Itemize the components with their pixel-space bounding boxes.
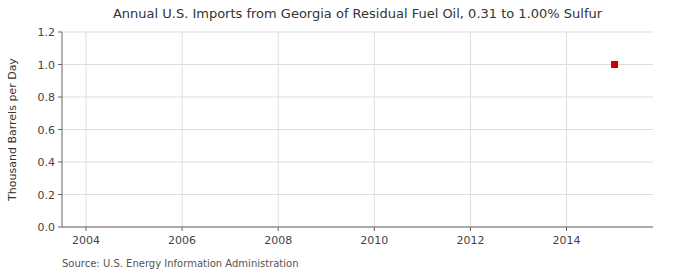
grid-line: [62, 194, 653, 195]
tick: [58, 227, 62, 228]
grid-line: [278, 32, 279, 227]
tick: [58, 194, 62, 195]
tick-label: 0.8: [38, 91, 56, 104]
tick-label: 0.2: [38, 189, 56, 202]
tick: [58, 162, 62, 163]
tick-label: 2008: [264, 234, 292, 247]
tick-label: 2004: [72, 234, 100, 247]
y-axis-line: [62, 32, 63, 227]
grid-line: [62, 32, 653, 33]
tick-label: 2006: [168, 234, 196, 247]
tick: [58, 64, 62, 65]
grid-line: [62, 162, 653, 163]
tick-label: 2012: [456, 234, 484, 247]
chart-container: Annual U.S. Imports from Georgia of Resi…: [0, 0, 675, 275]
source-note: Source: U.S. Energy Information Administ…: [62, 258, 299, 269]
grid-line: [62, 64, 653, 65]
title: Annual U.S. Imports from Georgia of Resi…: [113, 6, 603, 21]
tick-label: 1.2: [38, 26, 56, 39]
tick: [58, 129, 62, 130]
tick-label: 2014: [553, 234, 581, 247]
tick: [182, 227, 183, 231]
tick: [470, 227, 471, 231]
tick: [278, 227, 279, 231]
y-axis: 0.0 0.2 0.4 0.6 0.8 1.0 1.2: [38, 26, 654, 234]
tick-label: 0.0: [38, 221, 56, 234]
grid-line: [182, 32, 183, 227]
tick: [566, 227, 567, 231]
tick: [86, 227, 87, 231]
grid-line: [62, 129, 653, 130]
tick: [58, 32, 62, 33]
chart-svg: Annual U.S. Imports from Georgia of Resi…: [0, 0, 675, 275]
grid-line: [566, 32, 567, 227]
x-axis-line: [62, 227, 653, 228]
grid-line: [374, 32, 375, 227]
tick: [374, 227, 375, 231]
tick-label: 0.6: [38, 124, 56, 137]
grid-line: [86, 32, 87, 227]
tick-label: 1.0: [38, 59, 56, 72]
x-axis: 2004 2006 2008 2010 2012 2014: [72, 32, 580, 247]
tick-label: 2010: [360, 234, 388, 247]
tick: [58, 97, 62, 98]
data-group: [611, 61, 618, 68]
tick-label: 0.4: [38, 156, 56, 169]
y-axis-label: Thousand Barrels per Day: [6, 58, 19, 202]
data-point: [611, 61, 618, 68]
grid-line: [62, 227, 653, 228]
grid-line: [62, 97, 653, 98]
grid-line: [470, 32, 471, 227]
